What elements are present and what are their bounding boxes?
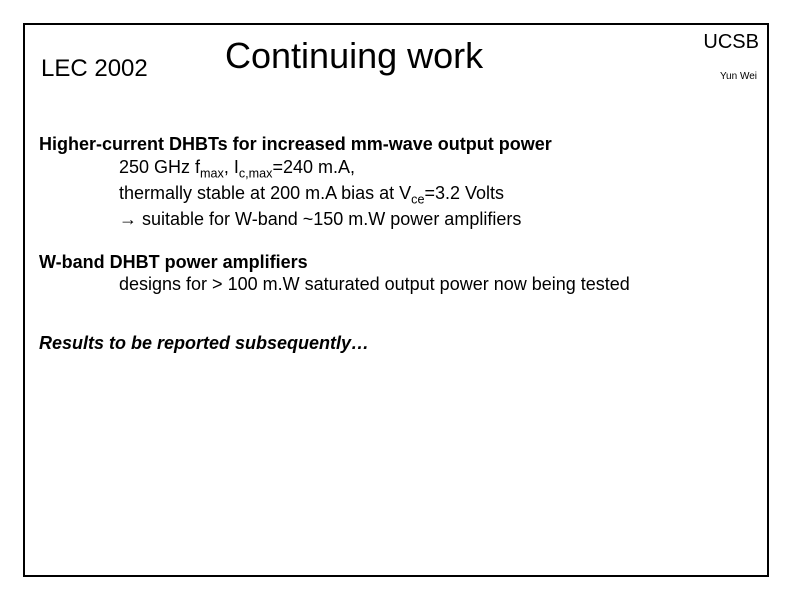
section1-line3: → suitable for W-band ~150 m.W power amp… [119,208,749,231]
spacer [39,296,749,332]
section3-text: Results to be reported subsequently… [39,332,749,355]
section2-heading: W-band DHBT power amplifiers [39,251,749,274]
text-fragment: , I [224,157,239,177]
section1-line1: 250 GHz fmax, Ic,max=240 m.A, [119,156,749,182]
text-fragment: thermally stable at 200 m.A bias at V [119,183,411,203]
section1-line2: thermally stable at 200 m.A bias at Vce=… [119,182,749,208]
slide-title: Continuing work [225,35,483,77]
author-label: Yun Wei [720,71,757,82]
text-fragment: =3.2 Volts [424,183,504,203]
header-left-label: LEC 2002 [41,55,148,83]
section2-line1: designs for > 100 m.W saturated output p… [119,273,749,296]
slide-body: Higher-current DHBTs for increased mm-wa… [39,133,749,354]
subscript: max [200,166,224,180]
slide-frame: LEC 2002 Continuing work UCSB Yun Wei Hi… [23,23,769,577]
section1-heading: Higher-current DHBTs for increased mm-wa… [39,133,749,156]
text-fragment: =240 m.A, [272,157,355,177]
spacer [39,231,749,251]
text-fragment: 250 GHz f [119,157,200,177]
subscript: ce [411,192,424,206]
affiliation-label: UCSB [703,31,759,54]
subscript: c,max [239,166,273,180]
